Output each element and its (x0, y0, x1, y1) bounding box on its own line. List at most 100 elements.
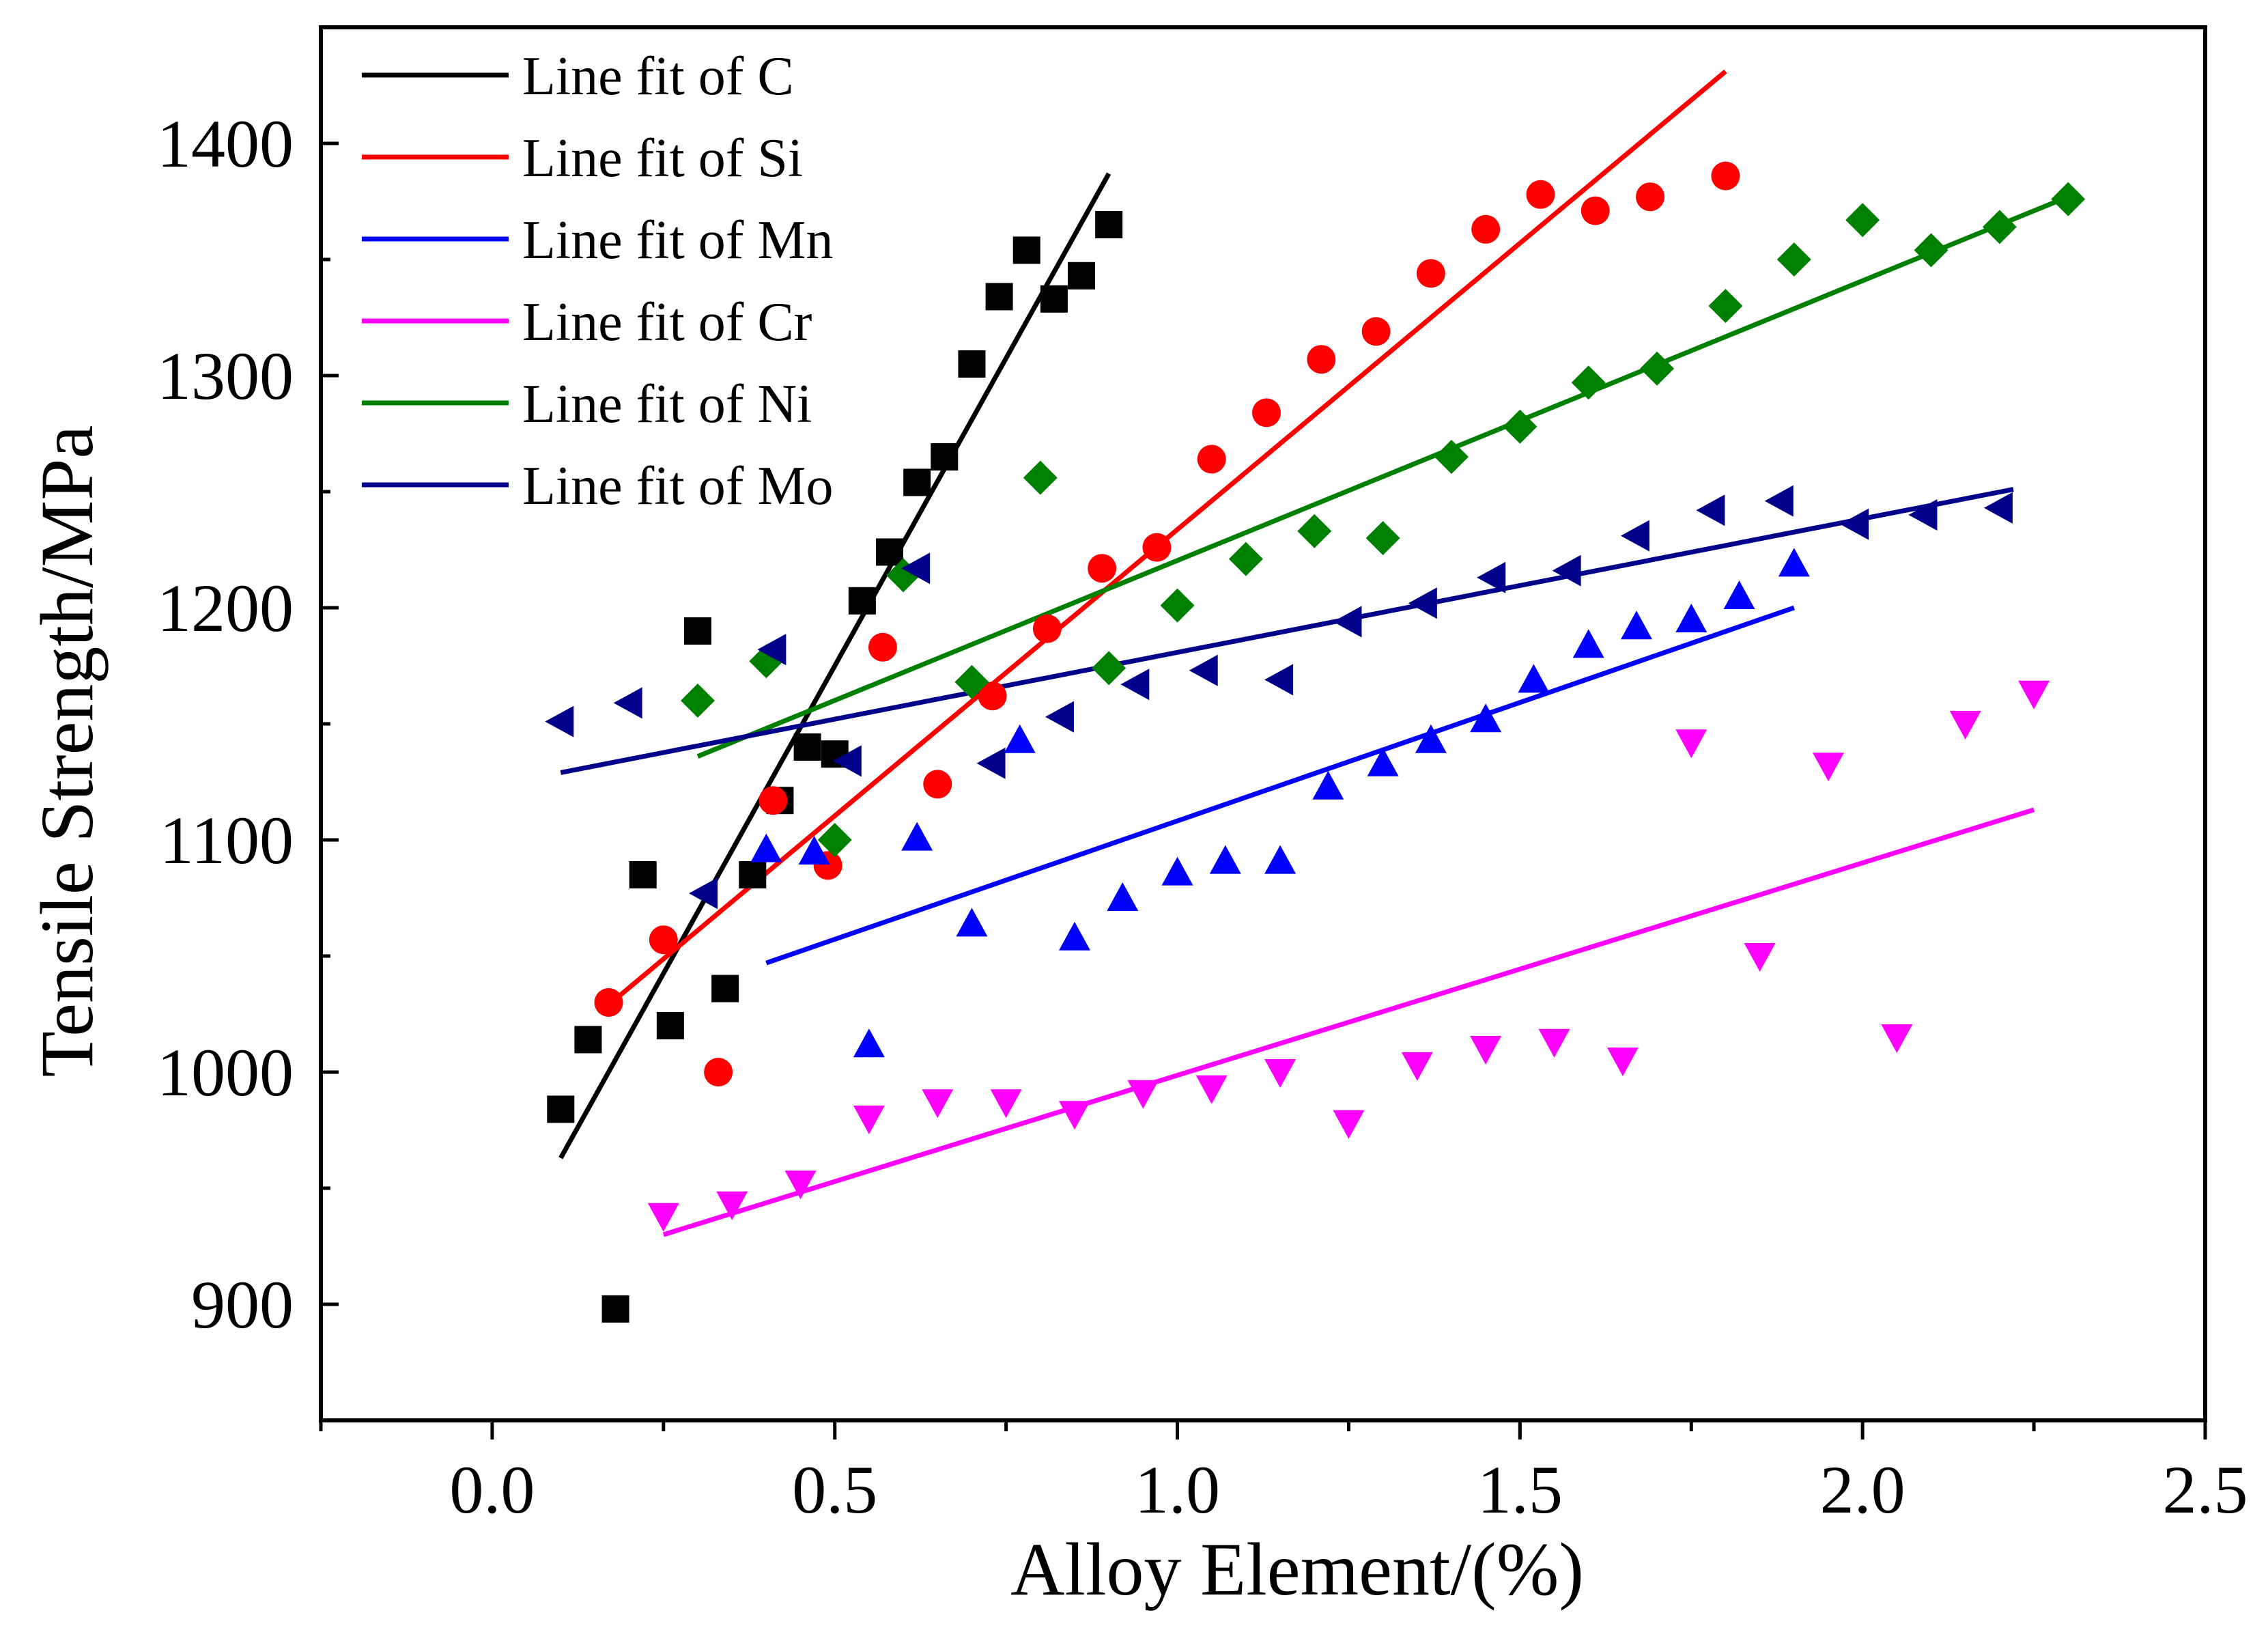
data-point-ni (1434, 440, 1469, 474)
data-point-ni (1708, 289, 1743, 323)
data-point-c (1095, 211, 1123, 238)
data-point-cr (1813, 753, 1844, 782)
data-point-mn (853, 1028, 885, 1058)
data-point-mn (1161, 856, 1193, 886)
data-point-cr (1127, 1080, 1159, 1109)
data-point-cr (647, 1203, 679, 1232)
data-point-cr (1675, 729, 1707, 759)
fit-line-cr (662, 807, 2035, 1237)
data-point-si (1711, 161, 1740, 191)
data-point-mn (1059, 921, 1090, 951)
data-markers (545, 161, 2086, 1323)
data-point-cr (1538, 1028, 1570, 1058)
data-point-ni (1571, 365, 1606, 400)
data-point-cr (922, 1089, 954, 1119)
data-point-mn (750, 833, 782, 862)
data-point-mo (1120, 669, 1150, 701)
y-tick-label: 1100 (160, 802, 294, 878)
data-point-mn (1312, 770, 1344, 800)
legend-label-ni: Line fit of Ni (522, 374, 812, 434)
x-tick-label: 2.5 (2163, 1452, 2248, 1528)
data-point-ni (1228, 542, 1263, 576)
data-point-mo (1620, 520, 1649, 552)
data-point-mo (1764, 485, 1794, 517)
data-point-ni (1503, 409, 1537, 444)
data-point-ni (1092, 651, 1126, 686)
data-point-mo (1477, 561, 1506, 593)
y-axis-title: Tensile Strength/MPa (25, 425, 109, 1078)
data-point-c (547, 1095, 575, 1123)
y-tick-label: 1200 (157, 570, 294, 646)
data-point-si (704, 1058, 733, 1086)
data-point-ni (1982, 210, 2017, 244)
data-point-mo (1908, 499, 1938, 531)
data-point-mo (1408, 587, 1437, 619)
data-point-mn (1675, 604, 1707, 632)
data-point-cr (1949, 711, 1981, 740)
legend-label-mn: Line fit of Mn (522, 210, 833, 270)
data-point-si (1252, 398, 1281, 427)
fit-line-ni (696, 194, 2069, 759)
data-point-ni (1776, 242, 1811, 277)
data-point-mo (613, 687, 642, 719)
data-point-si (649, 925, 678, 955)
data-point-mo (545, 705, 574, 738)
data-point-mn (1004, 724, 1036, 753)
data-point-mo (1264, 664, 1294, 696)
data-point-mo (1552, 554, 1581, 587)
data-point-c (711, 974, 739, 1002)
data-point-si (1142, 533, 1172, 562)
data-point-si (1471, 214, 1501, 244)
data-point-cr (1401, 1052, 1433, 1081)
x-tick-label: 1.5 (1477, 1452, 1563, 1528)
data-point-mn (1367, 747, 1399, 776)
data-point-si (868, 632, 897, 662)
data-point-c (629, 861, 657, 888)
data-point-mn (1415, 724, 1447, 753)
data-point-c (684, 617, 711, 645)
data-point-mo (1696, 494, 1725, 526)
data-point-si (759, 786, 788, 815)
data-point-si (1361, 317, 1391, 346)
data-point-ni (1023, 460, 1058, 495)
data-point-mo (1333, 606, 1362, 638)
data-point-c (1040, 285, 1068, 313)
data-point-c (1068, 262, 1096, 290)
data-point-ni (1160, 588, 1195, 623)
data-point-si (1088, 554, 1117, 583)
legend-label-si: Line fit of Si (522, 128, 803, 188)
data-point-cr (1264, 1059, 1296, 1088)
legend-label-c: Line fit of C (522, 46, 794, 107)
data-point-si (923, 770, 952, 799)
data-point-cr (853, 1106, 885, 1134)
data-point-mo (1983, 492, 2013, 524)
data-point-mo (901, 552, 931, 585)
x-tick-label: 2.0 (1820, 1452, 1905, 1528)
data-point-si (1032, 614, 1062, 643)
data-point-cr (1881, 1024, 1913, 1053)
data-point-cr (1195, 1075, 1228, 1104)
data-point-c (601, 1295, 629, 1323)
x-tick-label: 0.5 (792, 1452, 877, 1528)
data-point-cr (784, 1170, 817, 1200)
data-point-cr (1333, 1110, 1365, 1139)
data-point-mo (976, 747, 1006, 779)
y-tick-label: 1000 (157, 1035, 294, 1110)
legend: Line fit of C Line fit of Si Line fit of M… (362, 46, 833, 516)
data-point-ni (681, 684, 715, 718)
legend-label-mo: Line fit of Mo (522, 456, 833, 516)
data-point-mn (1264, 845, 1296, 874)
data-point-mn (1572, 629, 1604, 658)
data-point-ni (2051, 182, 2086, 216)
y-tick-label: 1300 (157, 338, 294, 414)
data-point-si (1197, 445, 1226, 474)
x-axis-title: Alloy Element/(%) (1010, 1528, 1584, 1611)
data-point-mn (1723, 580, 1755, 609)
data-point-ni (1297, 514, 1332, 548)
y-tick-label: 1400 (157, 106, 294, 182)
data-point-mn (1518, 664, 1550, 693)
x-tick-label: 1.0 (1135, 1452, 1220, 1528)
data-point-si (1580, 196, 1610, 225)
data-point-ni (1640, 351, 1675, 386)
data-point-c (876, 538, 904, 566)
